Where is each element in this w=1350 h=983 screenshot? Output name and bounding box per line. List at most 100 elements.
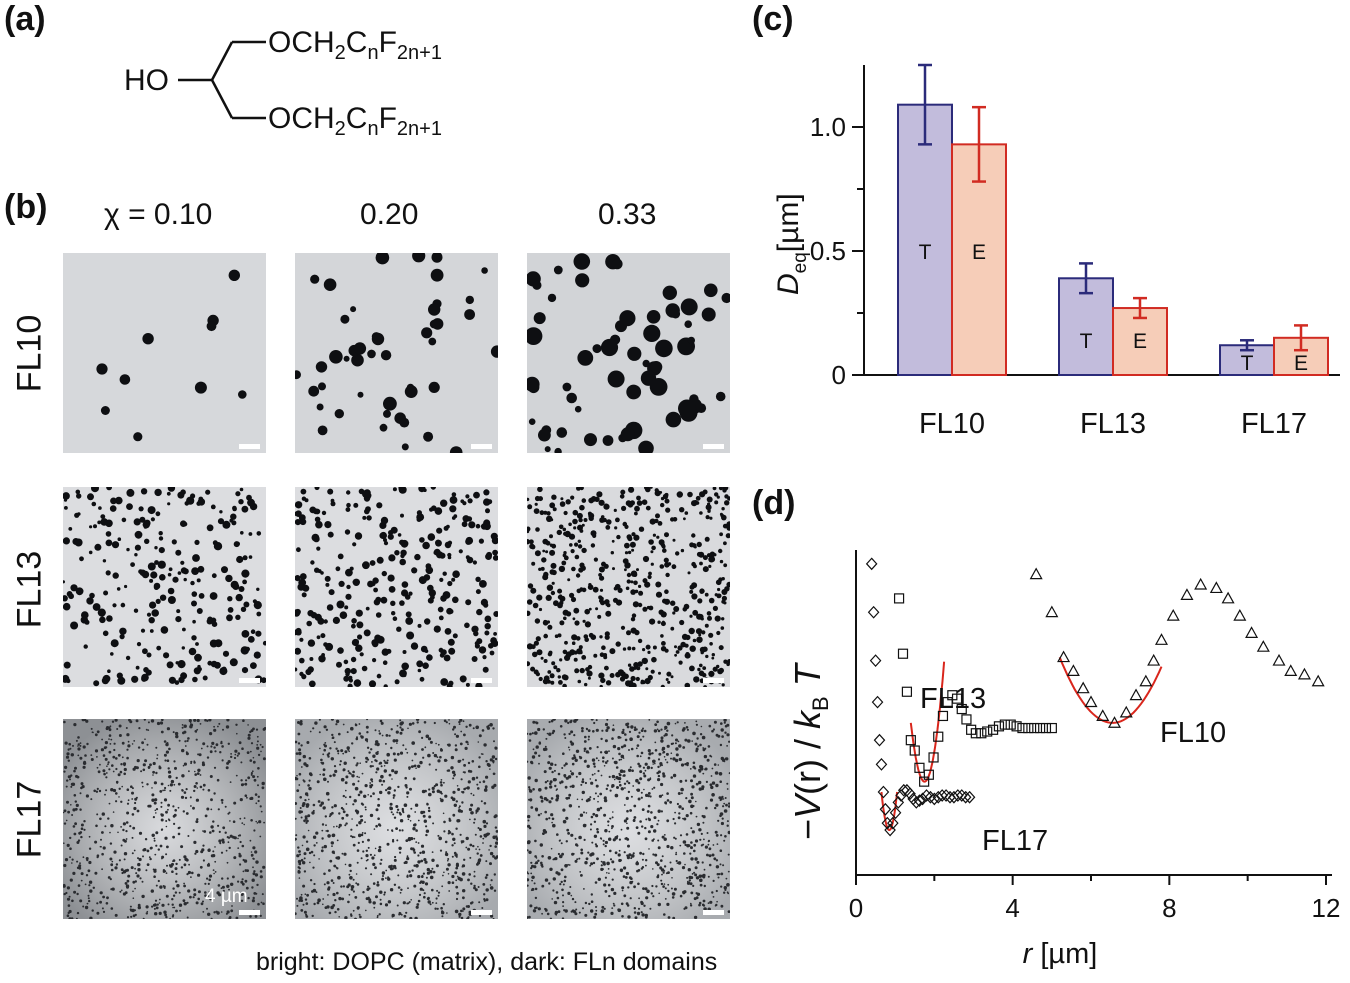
structure-ho: HO [124, 64, 169, 97]
data-point-FL13 [893, 593, 905, 604]
scale-bar [703, 678, 724, 683]
micrograph-fl13-033 [527, 487, 730, 687]
panel-label-a: (a) [4, 0, 46, 38]
x-tick-label: 8 [1162, 893, 1176, 923]
scale-bar [239, 910, 260, 915]
x-tick-label: 4 [1005, 893, 1019, 923]
series-label-FL13: FL13 [920, 683, 986, 715]
data-point-FL13 [897, 648, 909, 659]
data-point-FL13 [905, 735, 916, 746]
bar-letter-T: T [1080, 330, 1093, 353]
data-point-FL10 [1066, 664, 1080, 677]
data-point-FL10 [1119, 705, 1133, 718]
scale-bar [471, 678, 492, 683]
structure-bottom-chain: OCH2CnF2n+1 [268, 102, 442, 140]
micrograph-fl17-020 [295, 719, 498, 919]
bar-T-FL10 [897, 103, 953, 377]
data-point-FL17 [913, 794, 926, 808]
data-point-FL13 [937, 710, 949, 722]
figure-caption: bright: DOPC (matrix), dark: FLn domains [256, 948, 718, 976]
data-point-FL13 [1017, 722, 1028, 734]
data-point-FL10 [1256, 640, 1270, 652]
data-point-FL10 [1084, 695, 1098, 708]
bar-chart-deq: 0 0.5 1.0 Deq[µm] FL10 T E FL13 T E FL17 T E [772, 63, 1340, 440]
data-point-FL13 [999, 719, 1010, 730]
data-point-FL10 [1076, 681, 1090, 694]
data-point-FL17 [877, 785, 890, 799]
data-point-FL13 [956, 703, 967, 715]
micrograph-fl17-033 [527, 719, 730, 919]
data-point-FL17 [879, 802, 892, 816]
data-point-FL10 [1045, 605, 1059, 618]
data-point-FL17 [871, 695, 884, 709]
data-point-FL10 [1139, 674, 1153, 687]
scale-bar [471, 444, 492, 449]
data-point-FL17 [869, 654, 882, 668]
data-point-FL13 [933, 731, 944, 742]
data-point-FL17 [952, 789, 964, 802]
data-point-FL17 [867, 605, 880, 619]
data-point-FL13 [961, 714, 972, 725]
series-label-FL17: FL17 [982, 825, 1048, 857]
data-point-FL17 [963, 790, 976, 804]
data-point-FL10 [1284, 664, 1298, 677]
bar-letter-T: T [919, 241, 932, 264]
data-point-FL13 [976, 728, 987, 739]
data-point-FL17 [940, 789, 952, 802]
micrograph-fl17-010 [63, 719, 266, 919]
data-point-FL10 [1154, 633, 1169, 645]
chi-label-1: χ = 0.10 [104, 198, 213, 231]
data-point-FL10 [1107, 716, 1122, 728]
data-point-FL13 [909, 745, 920, 756]
data-point-FL10 [1194, 577, 1208, 590]
data-point-FL17 [897, 783, 910, 797]
data-point-FL17 [955, 789, 968, 802]
micrograph-fl13-010 [63, 487, 266, 687]
y-tick-label: 0.5 [810, 236, 846, 266]
bar-letter-T: T [1241, 352, 1254, 375]
panel-label-b: (b) [4, 188, 48, 226]
data-point-FL10 [1297, 667, 1311, 680]
data-point-FL17 [901, 783, 913, 797]
fit-curve-FL10 [1058, 656, 1163, 724]
panel-label-d: (d) [752, 484, 796, 522]
scale-bar [239, 678, 260, 683]
scale-label: 4 µm [205, 886, 248, 907]
micrograph-fl13-020 [295, 487, 498, 687]
bar-letter-E: E [972, 241, 986, 264]
data-point-FL10 [1096, 709, 1110, 721]
data-point-FL13 [987, 724, 999, 735]
data-point-FL10 [1272, 653, 1286, 666]
x-tick-label: 0 [849, 893, 863, 923]
data-point-FL10 [1129, 688, 1143, 701]
data-point-FL10 [1166, 608, 1180, 621]
data-point-FL17 [959, 790, 972, 804]
y-tick-label: 1.0 [810, 112, 846, 142]
row-label-fl10: FL10 [10, 314, 49, 393]
structure-bonds [178, 40, 266, 120]
data-point-FL10 [1245, 626, 1259, 638]
data-point-FL13 [928, 752, 939, 763]
data-point-FL13 [923, 769, 934, 780]
data-point-FL17 [924, 790, 937, 804]
data-point-FL13 [1005, 719, 1016, 730]
data-point-FL17 [936, 789, 948, 802]
data-point-FL10 [1233, 608, 1247, 621]
data-point-FL10 [1057, 650, 1071, 663]
x-axis-label: r [µm] [1023, 938, 1098, 970]
row-label-fl13: FL13 [10, 550, 49, 629]
scale-bar [703, 910, 724, 915]
scale-bar [471, 910, 492, 915]
data-point-FL10 [1180, 588, 1194, 600]
micrograph-fl10-020 [295, 253, 498, 453]
data-point-FL13 [1029, 722, 1040, 734]
data-point-FL13 [993, 721, 1005, 732]
data-point-FL10 [1221, 591, 1235, 604]
structure-top-chain: OCH2CnF2n+1 [268, 26, 442, 64]
data-point-FL10 [1029, 567, 1043, 580]
data-point-FL13 [901, 686, 913, 697]
x-category-label: FL10 [919, 408, 985, 440]
micrograph-fl10-010 [63, 253, 266, 453]
data-point-FL13 [914, 762, 925, 773]
x-category-label: FL17 [1241, 408, 1307, 440]
